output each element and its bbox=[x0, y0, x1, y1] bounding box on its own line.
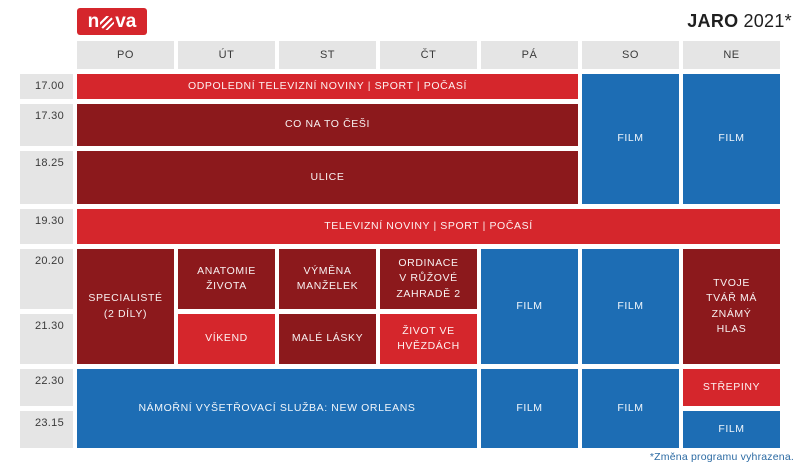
program-anatomie-zivota: ANATOMIE ŽIVOTA bbox=[178, 249, 275, 309]
program-vymena-manzelek: VÝMĚNA MANŽELEK bbox=[279, 249, 376, 309]
program-film-so-early: FILM bbox=[582, 74, 679, 204]
program-namorni-vysetrovaci-sluzba: NÁMOŘNÍ VYŠETŘOVACÍ SLUŽBA: NEW ORLEANS bbox=[77, 369, 477, 448]
program-odpoledni-televizni-noviny: ODPOLEDNÍ TELEVIZNÍ NOVINY | SPORT | POČ… bbox=[77, 74, 578, 99]
day-header-so: SO bbox=[582, 41, 679, 69]
day-header-po: PO bbox=[77, 41, 174, 69]
nova-logo: n va bbox=[77, 8, 147, 35]
nova-logo-text-n: n bbox=[87, 10, 100, 32]
footnote: *Změna programu vyhrazena. bbox=[649, 451, 794, 463]
time-label-1730: 17.30 bbox=[20, 104, 73, 146]
page-title: JARO 2021* bbox=[687, 11, 792, 32]
time-label-2315: 23.15 bbox=[20, 411, 73, 448]
program-male-lasky: MALÉ LÁSKY bbox=[279, 314, 376, 364]
day-header-st: ST bbox=[279, 41, 376, 69]
nova-logo-striped-o-icon bbox=[100, 15, 115, 30]
time-label-1700: 17.00 bbox=[20, 74, 73, 99]
day-header-pa: PÁ bbox=[481, 41, 578, 69]
time-label-1930: 19.30 bbox=[20, 209, 73, 244]
title-year: 2021* bbox=[743, 11, 792, 31]
schedule-grid: PO ÚT ST ČT PÁ SO NE 17.00 17.30 18.25 1… bbox=[20, 41, 780, 448]
program-film-pa-prime: FILM bbox=[481, 249, 578, 364]
program-strepiny: STŘEPINY bbox=[683, 369, 780, 406]
program-film-ne-late: FILM bbox=[683, 411, 780, 448]
program-tvoje-tvar-ma-znamy-hlas: TVOJE TVÁŘ MÁ ZNÁMÝ HLAS bbox=[683, 249, 780, 364]
time-label-2130: 21.30 bbox=[20, 314, 73, 364]
program-film-so-prime: FILM bbox=[582, 249, 679, 364]
program-film-pa-late: FILM bbox=[481, 369, 578, 448]
day-header-ct: ČT bbox=[380, 41, 477, 69]
program-zivot-ve-hvezdach: ŽIVOT VE HVĚZDÁCH bbox=[380, 314, 477, 364]
program-film-so-late: FILM bbox=[582, 369, 679, 448]
program-ordinace: ORDINACE V RŮŽOVÉ ZAHRADĚ 2 bbox=[380, 249, 477, 309]
time-label-2020: 20.20 bbox=[20, 249, 73, 309]
day-header-ut: ÚT bbox=[178, 41, 275, 69]
day-header-ne: NE bbox=[683, 41, 780, 69]
time-label-1825: 18.25 bbox=[20, 151, 73, 204]
program-ulice: ULICE bbox=[77, 151, 578, 204]
program-vikend: VÍKEND bbox=[178, 314, 275, 364]
program-co-na-to-cesi: CO NA TO ČEŠI bbox=[77, 104, 578, 146]
time-label-2230: 22.30 bbox=[20, 369, 73, 406]
nova-logo-text-va: va bbox=[115, 10, 137, 32]
title-season: JARO bbox=[687, 11, 739, 31]
program-televizni-noviny: TELEVIZNÍ NOVINY | SPORT | POČASÍ bbox=[77, 209, 780, 244]
program-specialiste: SPECIALISTÉ (2 DÍLY) bbox=[77, 249, 174, 364]
program-film-ne-early: FILM bbox=[683, 74, 780, 204]
